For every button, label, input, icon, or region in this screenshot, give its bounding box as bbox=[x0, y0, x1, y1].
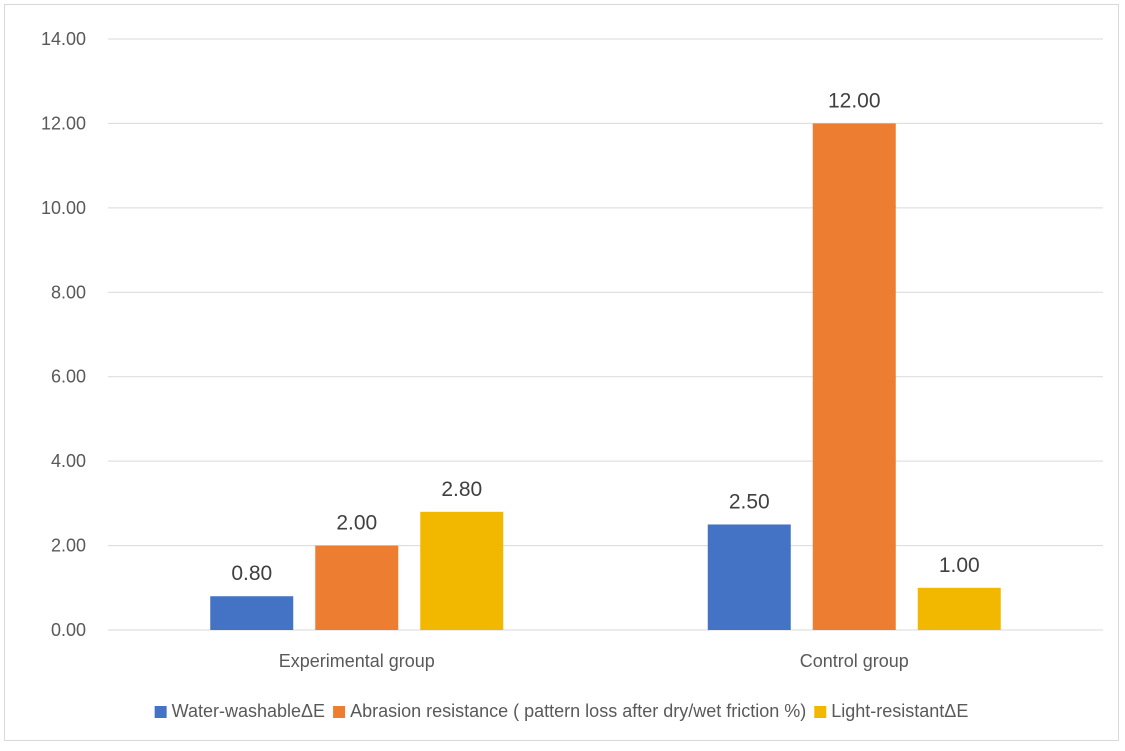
legend-swatch bbox=[154, 706, 167, 718]
legend-item: Water-washableΔE bbox=[154, 701, 325, 721]
legend: Water-washableΔE Abrasion resistance ( pa… bbox=[154, 701, 968, 721]
y-tick-label: 0.00 bbox=[51, 620, 86, 640]
bar bbox=[812, 123, 896, 630]
legend-item: Abrasion resistance ( pattern loss after… bbox=[333, 701, 806, 721]
legend-label: Abrasion resistance ( pattern loss after… bbox=[350, 701, 806, 721]
bar bbox=[420, 511, 504, 630]
data-labels: 0.80 2.00 2.80 2.50 12.00 1.00 bbox=[231, 89, 979, 585]
legend-item: Light-resistantΔE bbox=[814, 701, 968, 721]
data-label: 2.00 bbox=[336, 512, 377, 535]
legend-label: Water-washableΔE bbox=[172, 701, 325, 721]
legend-swatch bbox=[333, 706, 346, 718]
legend-label: Light-resistantΔE bbox=[831, 701, 968, 721]
x-category-label: Experimental group bbox=[279, 651, 435, 671]
bar bbox=[210, 596, 294, 630]
data-label: 2.80 bbox=[441, 478, 482, 501]
bar bbox=[707, 524, 791, 630]
y-tick-label: 4.00 bbox=[51, 451, 86, 471]
y-tick-label: 8.00 bbox=[51, 282, 86, 302]
data-label: 12.00 bbox=[828, 89, 881, 112]
bar bbox=[917, 587, 1001, 630]
data-label: 0.80 bbox=[231, 562, 272, 585]
legend-swatch bbox=[814, 706, 827, 718]
y-tick-label: 6.00 bbox=[51, 367, 86, 387]
y-tick-label: 14.00 bbox=[41, 29, 86, 49]
data-label: 1.00 bbox=[939, 554, 980, 577]
y-tick-label: 2.00 bbox=[51, 536, 86, 556]
data-label: 2.50 bbox=[729, 490, 770, 513]
y-tick-label: 12.00 bbox=[41, 113, 86, 133]
bar-chart: 0.00 2.00 4.00 6.00 8.00 10.00 12.00 14.00 0.80… bbox=[41, 29, 1103, 721]
x-axis-category-labels: Experimental group Control group bbox=[279, 651, 909, 671]
gridlines bbox=[108, 38, 1103, 631]
y-axis-tick-labels: 0.00 2.00 4.00 6.00 8.00 10.00 12.00 14.00 bbox=[41, 29, 86, 640]
y-tick-label: 10.00 bbox=[41, 198, 86, 218]
bar bbox=[315, 545, 399, 630]
x-category-label: Control group bbox=[800, 651, 909, 671]
chart-frame: 0.00 2.00 4.00 6.00 8.00 10.00 12.00 14.00 0.80… bbox=[4, 4, 1119, 741]
bars bbox=[210, 123, 1001, 630]
